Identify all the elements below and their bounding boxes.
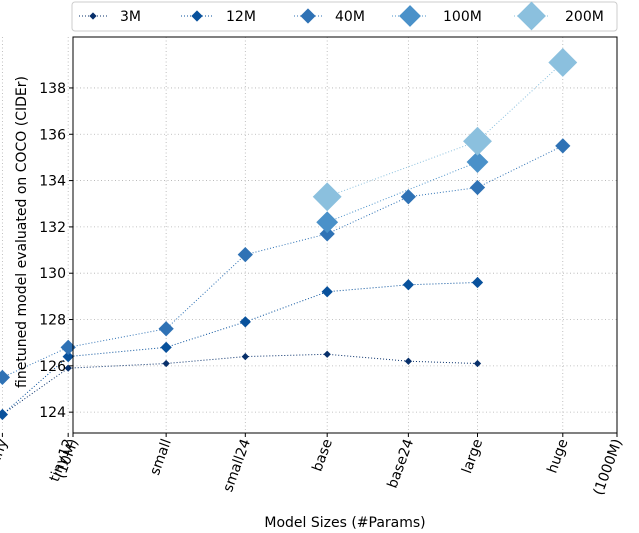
legend-marker — [191, 10, 203, 22]
data-point — [162, 359, 170, 368]
grid-lines — [1, 37, 618, 433]
x-tick-label: small — [147, 437, 175, 478]
y-tick-label: 136 — [39, 127, 66, 143]
legend-marker — [300, 8, 316, 24]
y-axis-ticks: 124 126 128 130 132 134 136 138 — [39, 81, 73, 421]
data-point — [555, 138, 571, 154]
data-point — [548, 48, 578, 77]
legend-item-3M: 3M — [79, 9, 141, 25]
legend-label: 200M — [565, 9, 604, 25]
x-tick-label: large — [459, 437, 486, 476]
plot-frame — [72, 36, 618, 434]
y-axis-label: finetuned model evaluated on COCO (CIDEr… — [14, 76, 30, 388]
legend-marker — [89, 12, 97, 20]
data-point — [469, 179, 486, 196]
data-point — [402, 279, 414, 291]
y-tick-label: 128 — [39, 313, 66, 329]
legend-box — [71, 1, 618, 32]
legend-label: 12M — [226, 9, 256, 25]
series-100M — [316, 151, 489, 234]
x-axis-label: Model Sizes (#Params) — [264, 515, 425, 531]
series-line — [326, 161, 478, 223]
x-axis-ticks: (10M)tiny tiny12 small small24 base base24 lar… — [0, 433, 626, 497]
x-tick-label: tiny — [0, 437, 11, 467]
data-point — [463, 126, 492, 156]
x-tick-label: (1000M) — [591, 437, 626, 498]
x-tick-label: small24 — [220, 437, 254, 494]
series-12M — [0, 276, 484, 421]
legend-label: 3M — [120, 9, 141, 25]
series-layer — [0, 48, 578, 421]
data-point — [160, 341, 172, 353]
data-point — [321, 286, 333, 298]
data-point — [471, 276, 484, 289]
y-tick-label: 124 — [39, 405, 66, 421]
legend-label: 100M — [443, 9, 482, 25]
legend-item-12M: 12M — [181, 9, 256, 25]
y-tick-label: 126 — [39, 359, 66, 375]
data-point — [237, 247, 253, 263]
x-tick-label: base24 — [385, 437, 418, 491]
legend-marker — [517, 1, 546, 31]
y-tick-label: 134 — [39, 174, 66, 190]
data-point — [64, 364, 72, 372]
legend-item-100M: 100M — [392, 5, 482, 27]
series-line — [327, 62, 564, 198]
data-point — [0, 369, 11, 386]
data-point — [316, 211, 339, 234]
series-40M — [0, 138, 571, 386]
legend-item-200M: 200M — [514, 1, 604, 31]
series-line — [2, 353, 478, 415]
data-point — [319, 226, 335, 242]
legend-item-40M: 40M — [294, 8, 365, 25]
data-point — [312, 182, 342, 212]
legend-marker — [399, 5, 421, 27]
series-line — [2, 145, 564, 378]
data-point — [404, 357, 412, 365]
data-point — [400, 189, 416, 205]
series-200M — [312, 48, 578, 212]
data-point — [473, 359, 482, 368]
x-tick-label: huge — [544, 437, 571, 476]
legend-label: 40M — [335, 9, 365, 25]
data-point — [466, 151, 489, 173]
legend: 3M 12M 40M 100M 200M — [71, 1, 618, 32]
y-tick-label: 138 — [39, 81, 66, 97]
y-tick-label: 130 — [39, 266, 66, 282]
data-point — [241, 352, 249, 361]
data-point — [0, 408, 9, 421]
x-tick-label: base — [309, 437, 335, 474]
data-point — [239, 316, 251, 328]
data-point — [158, 321, 174, 337]
data-point — [323, 350, 331, 358]
y-tick-label: 132 — [39, 220, 66, 236]
data-point — [62, 350, 74, 363]
